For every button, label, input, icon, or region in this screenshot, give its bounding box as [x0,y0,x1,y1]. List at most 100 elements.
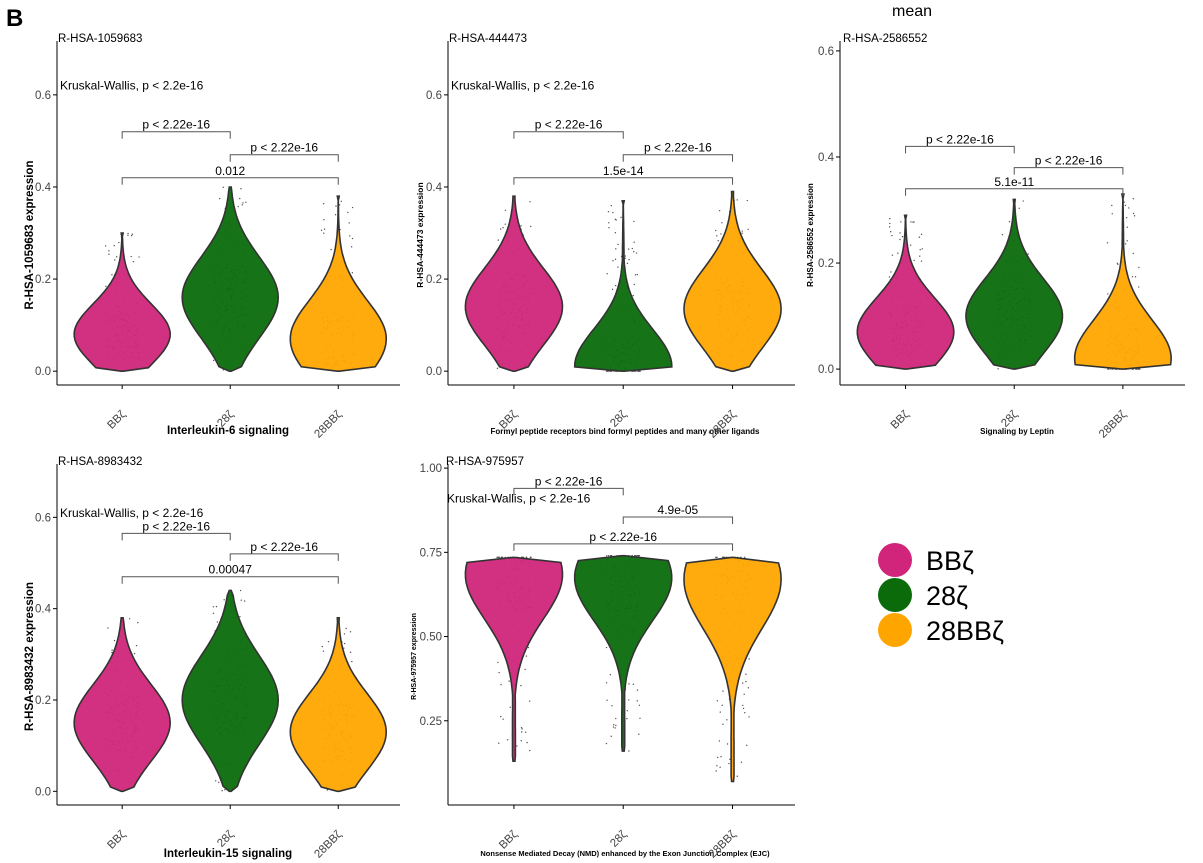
y-tick-label: 0.0 [35,786,51,798]
jitter-point [628,699,630,701]
legend-label-bbz: BBζ [926,546,974,576]
jitter-point [715,770,717,772]
jitter-point [528,700,531,702]
jitter-point [501,556,503,559]
p-value-label: 5.1e-11 [994,175,1034,189]
jitter-point [1123,201,1125,203]
jitter-point [718,209,721,212]
jitter-point [1124,243,1127,245]
jitter-point [1124,204,1127,207]
bracket-line [513,487,624,496]
jitter-point [338,204,341,206]
kruskal-wallis-label: Kruskal-Wallis, p < 2.2e-16 [447,491,591,505]
jitter-point [714,229,717,232]
jitter-point [637,554,639,557]
violin-28z [181,186,280,373]
jitter-point [748,658,750,660]
jitter-point [520,726,523,729]
jitter-point [605,646,608,649]
jitter-point [615,717,617,720]
jitter-point [744,556,746,559]
violin-28bbz [683,190,782,373]
jitter-point [632,294,634,297]
violin-panel-2: R-HSA-444473 0.0 0.2 0.4 0.6 R-HSA-444473 exp… [415,33,795,441]
jitter-point [322,203,325,205]
jitter-point [609,554,612,557]
jitter-point [1136,368,1138,370]
jitter-point [632,683,635,686]
jitter-point [997,368,999,370]
panel-title: R-HSA-444473 [449,33,527,45]
p-value-label: p < 2.22e-16 [250,540,318,554]
jitter-point [130,255,132,258]
comparison-bracket: 0.00047 [121,563,339,584]
p-value-label: p < 2.22e-16 [142,519,210,533]
p-value-label: 0.00047 [209,563,253,577]
comparison-bracket: p < 2.22e-16 [229,540,339,561]
jitter-point [509,706,511,708]
jitter-point [105,285,107,288]
jitter-point [606,370,608,372]
p-value-label: p < 2.22e-16 [589,530,657,544]
jitter-point [716,556,718,559]
jitter-point [741,682,744,684]
bracket-line [513,177,734,185]
panel-title: R-HSA-1059683 [58,33,142,45]
jitter-point [241,204,243,206]
bracket-line [905,145,1015,154]
comparison-bracket: p < 2.22e-16 [1013,154,1124,175]
jitter-point [221,790,223,792]
jitter-point [631,247,634,250]
violin-panel-4: R-HSA-8983432 0.0 0.2 0.4 0.6 R-HSA-8983432 e… [24,456,400,861]
jitter-point [499,228,502,230]
bracket-line [121,177,339,185]
legend-label-28bbz: 28BBζ [926,616,1004,646]
jitter-point [127,234,129,237]
x-tick-label-bbz: BBζ [105,409,128,432]
jitter-point [720,233,722,235]
jitter-point [521,728,523,730]
jitter-point [215,605,218,608]
jitter-point [321,645,323,648]
bracket-line [513,543,734,551]
jitter-point [745,680,747,683]
p-value-label: p < 2.22e-16 [644,141,712,155]
jitter-point [606,272,608,275]
jitter-point [634,554,636,557]
jitter-point [111,651,113,654]
jitter-point [239,197,241,200]
jitter-point [496,367,499,370]
jitter-point [1132,252,1134,255]
jitter-point [614,232,617,234]
y-tick-label: 0.75 [420,547,442,559]
jitter-point [611,288,614,291]
jitter-point [612,260,614,262]
jitter-point [1132,198,1135,200]
jitter-point [351,237,354,240]
jitter-point [719,766,721,769]
jitter-point [606,699,608,701]
p-value-label: 1.5e-14 [603,164,644,178]
jitter-point [627,248,630,250]
jitter-point [520,740,522,742]
jitter-point [504,223,507,225]
jitter-point [638,704,641,706]
jitter-point [242,202,244,204]
jitter-point [615,724,617,727]
jitter-point [615,219,617,221]
x-tick-label-28bbz: 28BBζ [312,409,344,441]
jitter-point [639,717,641,719]
jitter-point [525,731,527,733]
jitter-point [497,661,499,664]
violin-28z [965,198,1064,370]
p-value-label: p < 2.22e-16 [926,132,994,146]
jitter-point [1126,226,1128,228]
jitter-point [1022,200,1024,202]
jitter-point [919,249,921,251]
comparison-bracket: p < 2.22e-16 [121,118,231,139]
jitter-point [636,273,638,276]
jitter-point [900,221,902,223]
jitter-point [1126,240,1128,242]
jitter-point [502,227,504,229]
top-label: mean [892,3,932,20]
